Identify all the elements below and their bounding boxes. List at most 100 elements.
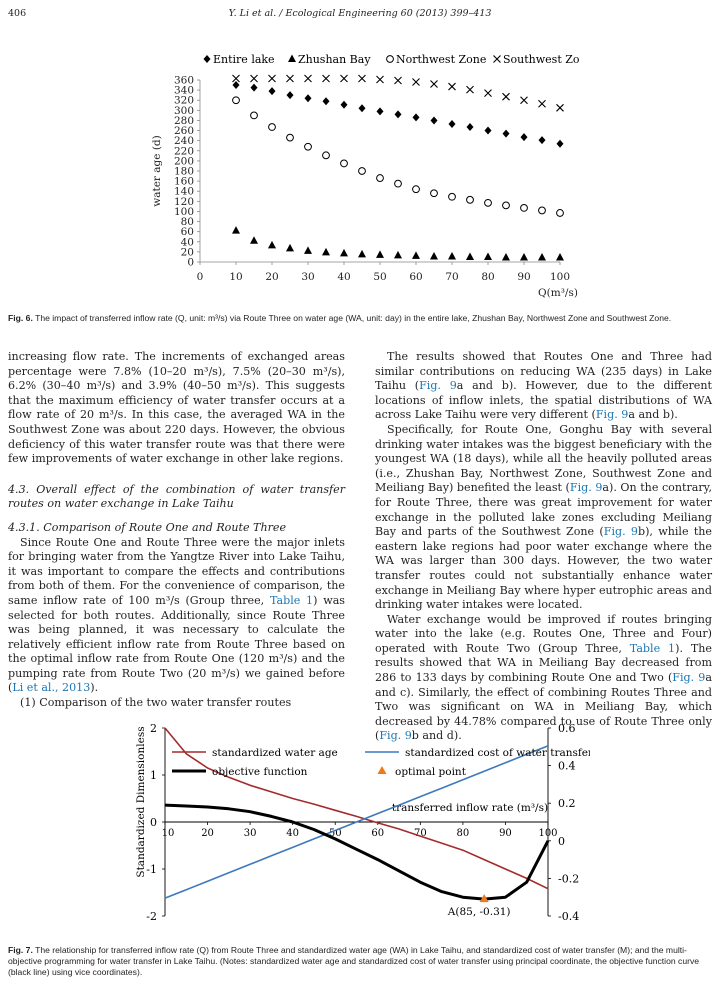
series-southwest-zone	[232, 74, 564, 112]
data-point	[502, 129, 510, 138]
data-point	[304, 142, 312, 151]
y-tick-label: 120	[174, 196, 194, 208]
table-1-link[interactable]: Table 1	[269, 593, 314, 607]
y-tick-label: 80	[181, 216, 194, 228]
legend-marker	[493, 55, 501, 63]
x-tick-label: 70	[445, 271, 458, 283]
right-tick-label: 0.4	[558, 760, 576, 773]
x-tick-label: 20	[201, 828, 214, 839]
data-point	[520, 204, 528, 212]
figure-7-chart: -2 -1 0 1 2 -0.4 -0.2 0 0.2 0.4 0.6 10 20 30 40 50 60 70 8…	[135, 722, 590, 923]
x-tick-label: 90	[499, 828, 512, 839]
right-tick-label: -0.2	[558, 872, 579, 885]
data-point	[502, 201, 510, 210]
data-point	[394, 76, 402, 85]
legend-label: Zhushan Bay	[298, 53, 371, 66]
reference-link[interactable]: Li et al., 2013	[12, 681, 91, 695]
left-tick-label: 1	[150, 769, 157, 782]
data-point	[484, 198, 492, 207]
data-point	[268, 240, 276, 249]
y-tick-label: 100	[174, 206, 194, 218]
series-entire-lake	[232, 81, 564, 148]
data-point	[304, 246, 312, 254]
data-point	[412, 113, 420, 122]
series-standardized-cost-of-water-transfer	[164, 745, 549, 899]
x-tick-label: 50	[329, 828, 342, 839]
figure-6-chart: 0204060801001201401601802002202402602803…	[151, 53, 580, 299]
left-tick-label: 0	[150, 816, 157, 829]
data-point	[394, 250, 402, 259]
data-point	[448, 82, 456, 91]
y-tick-label: 20	[181, 246, 194, 258]
fig-9-link[interactable]: Fig. 9	[672, 671, 706, 685]
legend-label: objective function	[212, 766, 308, 778]
data-point	[520, 252, 528, 261]
data-point	[466, 123, 474, 132]
data-point	[502, 252, 510, 261]
data-point	[502, 92, 510, 101]
journal-citation: Y. Li et al. / Ecological Engineering 60…	[228, 8, 492, 19]
series-standardized-water-age	[164, 727, 549, 890]
data-point	[340, 100, 348, 109]
legend-label: Northwest Zone	[396, 53, 486, 66]
x-axis-label: Q(m³/s)	[538, 287, 578, 299]
data-point	[556, 209, 564, 217]
data-point	[448, 251, 456, 260]
legend-label: Entire lake	[213, 53, 275, 66]
right-tick-label: 0	[558, 835, 565, 848]
data-point	[232, 74, 240, 83]
paragraph: Specifically, for Route One, Gonghu Bay …	[375, 422, 712, 612]
x-tick-label: 30	[301, 271, 314, 283]
series-northwest-zone	[232, 96, 564, 217]
y-tick-label: 0	[187, 257, 194, 269]
x-axis-label: transferred inflow rate (m³/s)	[392, 802, 548, 814]
left-tick-label: 2	[150, 722, 157, 735]
legend-marker	[203, 55, 211, 63]
data-point	[412, 251, 420, 259]
fig-9-link[interactable]: Fig. 9	[569, 481, 603, 495]
legend-label: standardized water age	[212, 747, 338, 759]
data-point	[322, 247, 330, 256]
figure-7-caption-text: The relationship for transferred inflow …	[8, 945, 700, 977]
data-point	[430, 251, 438, 260]
data-point	[394, 179, 402, 188]
page-number: 406	[8, 8, 27, 19]
data-point	[538, 136, 546, 145]
x-tick-label: 80	[457, 828, 470, 839]
left-tick-label: -1	[146, 863, 157, 876]
x-tick-label: 90	[517, 271, 530, 283]
data-point	[430, 116, 438, 125]
x-tick-label: 100	[550, 271, 570, 283]
figure-7-caption: Fig. 7. The relationship for transferred…	[8, 945, 712, 978]
paragraph: (1) Comparison of the two water transfer…	[20, 696, 292, 710]
data-point	[448, 119, 456, 128]
y-axis-label: water age (d)	[151, 135, 163, 207]
data-point	[250, 236, 258, 244]
figure-6-caption-text: The impact of transferred inflow rate (Q…	[35, 313, 672, 323]
fig-9-link[interactable]: Fig. 9	[603, 525, 638, 539]
series-zhushan-bay	[232, 226, 564, 261]
data-point	[538, 206, 546, 215]
data-point	[430, 189, 438, 198]
fig-9-link[interactable]: Fig. 9	[595, 408, 629, 422]
data-point	[430, 80, 438, 88]
paragraph: The results showed that Routes One and T…	[375, 350, 712, 422]
data-point	[340, 248, 348, 257]
left-tick-label: -2	[146, 910, 157, 923]
data-point	[286, 243, 294, 252]
fig-9-link[interactable]: Fig. 9	[379, 729, 412, 743]
fig-9-link[interactable]: Fig. 9	[419, 379, 457, 393]
y-tick-label: 180	[174, 166, 194, 178]
y-tick-label: 360	[174, 75, 194, 87]
data-point	[520, 133, 528, 142]
figure-6-label: Fig. 6.	[8, 313, 33, 323]
optimal-point-marker	[479, 894, 489, 903]
table-1-link[interactable]: Table 1	[629, 641, 676, 655]
data-point	[484, 126, 492, 135]
x-tick-label: 100	[538, 828, 557, 839]
data-point	[232, 96, 240, 105]
data-point	[358, 167, 366, 175]
y-tick-label: 300	[174, 105, 194, 117]
data-point	[538, 99, 546, 108]
data-point	[484, 89, 492, 98]
